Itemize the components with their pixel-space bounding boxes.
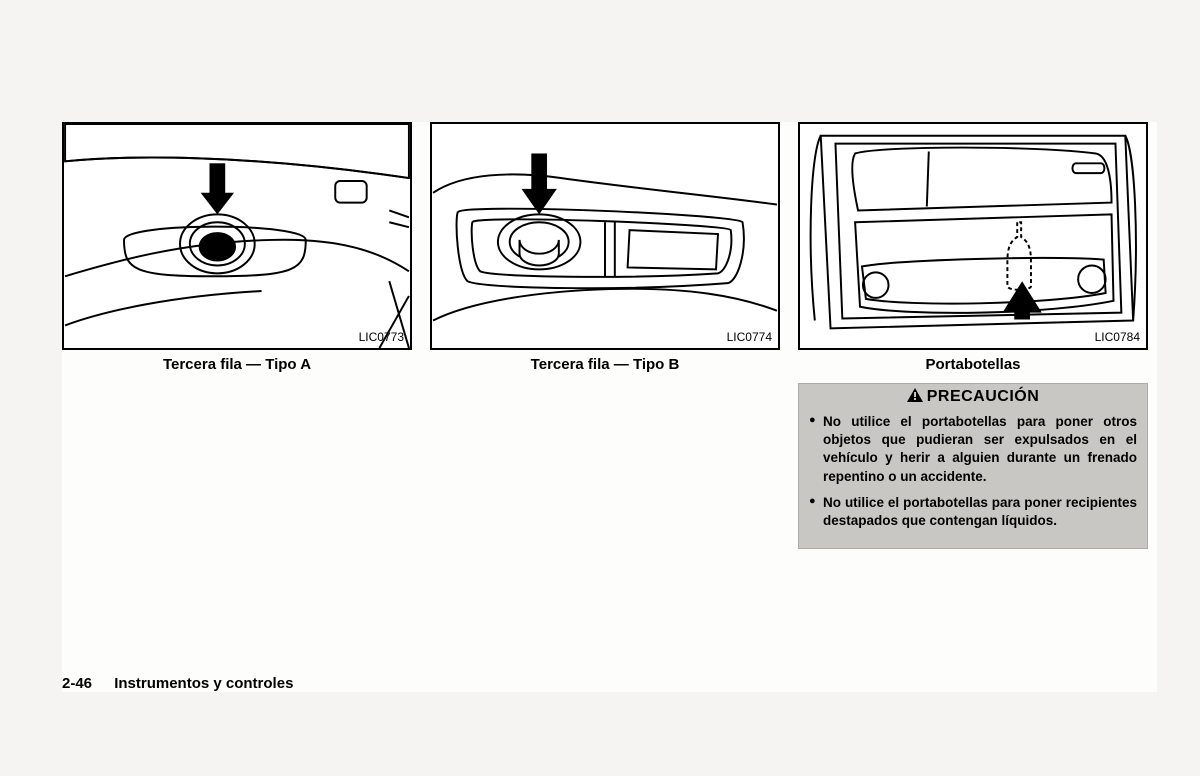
door-bottle-holder-icon (800, 124, 1146, 348)
caution-header: PRECAUCIÓN (799, 384, 1147, 409)
cupholder-type-b-icon (432, 124, 778, 348)
manual-page: LIC0773 Tercera fila — Tipo A (62, 122, 1157, 692)
figure-code: LIC0784 (1095, 330, 1140, 344)
figure-tercera-fila-b: LIC0774 Tercera fila — Tipo B (430, 122, 780, 549)
caution-list: No utilice el portabotellas para poner o… (799, 409, 1147, 548)
figure-caption: Tercera fila — Tipo A (163, 356, 311, 373)
arrow-down-icon (521, 153, 556, 214)
warning-triangle-icon (907, 388, 923, 407)
illustration-panel: LIC0773 (62, 122, 412, 350)
cupholder-type-a-icon (64, 124, 410, 348)
page-footer: 2-46 Instrumentos y controles (62, 675, 293, 692)
bottle-outline-icon (1007, 222, 1031, 290)
caution-item: No utilice el portabotellas para poner r… (809, 494, 1137, 530)
figure-code: LIC0773 (359, 330, 404, 344)
caution-title: PRECAUCIÓN (927, 388, 1040, 405)
page-number: 2-46 (62, 675, 92, 692)
arrow-down-icon (201, 163, 234, 214)
figure-portabotellas: LIC0784 Portabotellas PRECAUCIÓN No util… (798, 122, 1148, 549)
illustration-panel: LIC0784 (798, 122, 1148, 350)
figures-row: LIC0773 Tercera fila — Tipo A (62, 122, 1157, 549)
figure-tercera-fila-a: LIC0773 Tercera fila — Tipo A (62, 122, 412, 549)
figure-code: LIC0774 (727, 330, 772, 344)
caution-item: No utilice el portabotellas para poner o… (809, 413, 1137, 486)
figure-caption: Tercera fila — Tipo B (531, 356, 680, 373)
caution-box: PRECAUCIÓN No utilice el portabotellas p… (798, 383, 1148, 549)
illustration-panel: LIC0774 (430, 122, 780, 350)
figure-caption: Portabotellas (925, 356, 1020, 373)
section-title: Instrumentos y controles (114, 675, 293, 692)
